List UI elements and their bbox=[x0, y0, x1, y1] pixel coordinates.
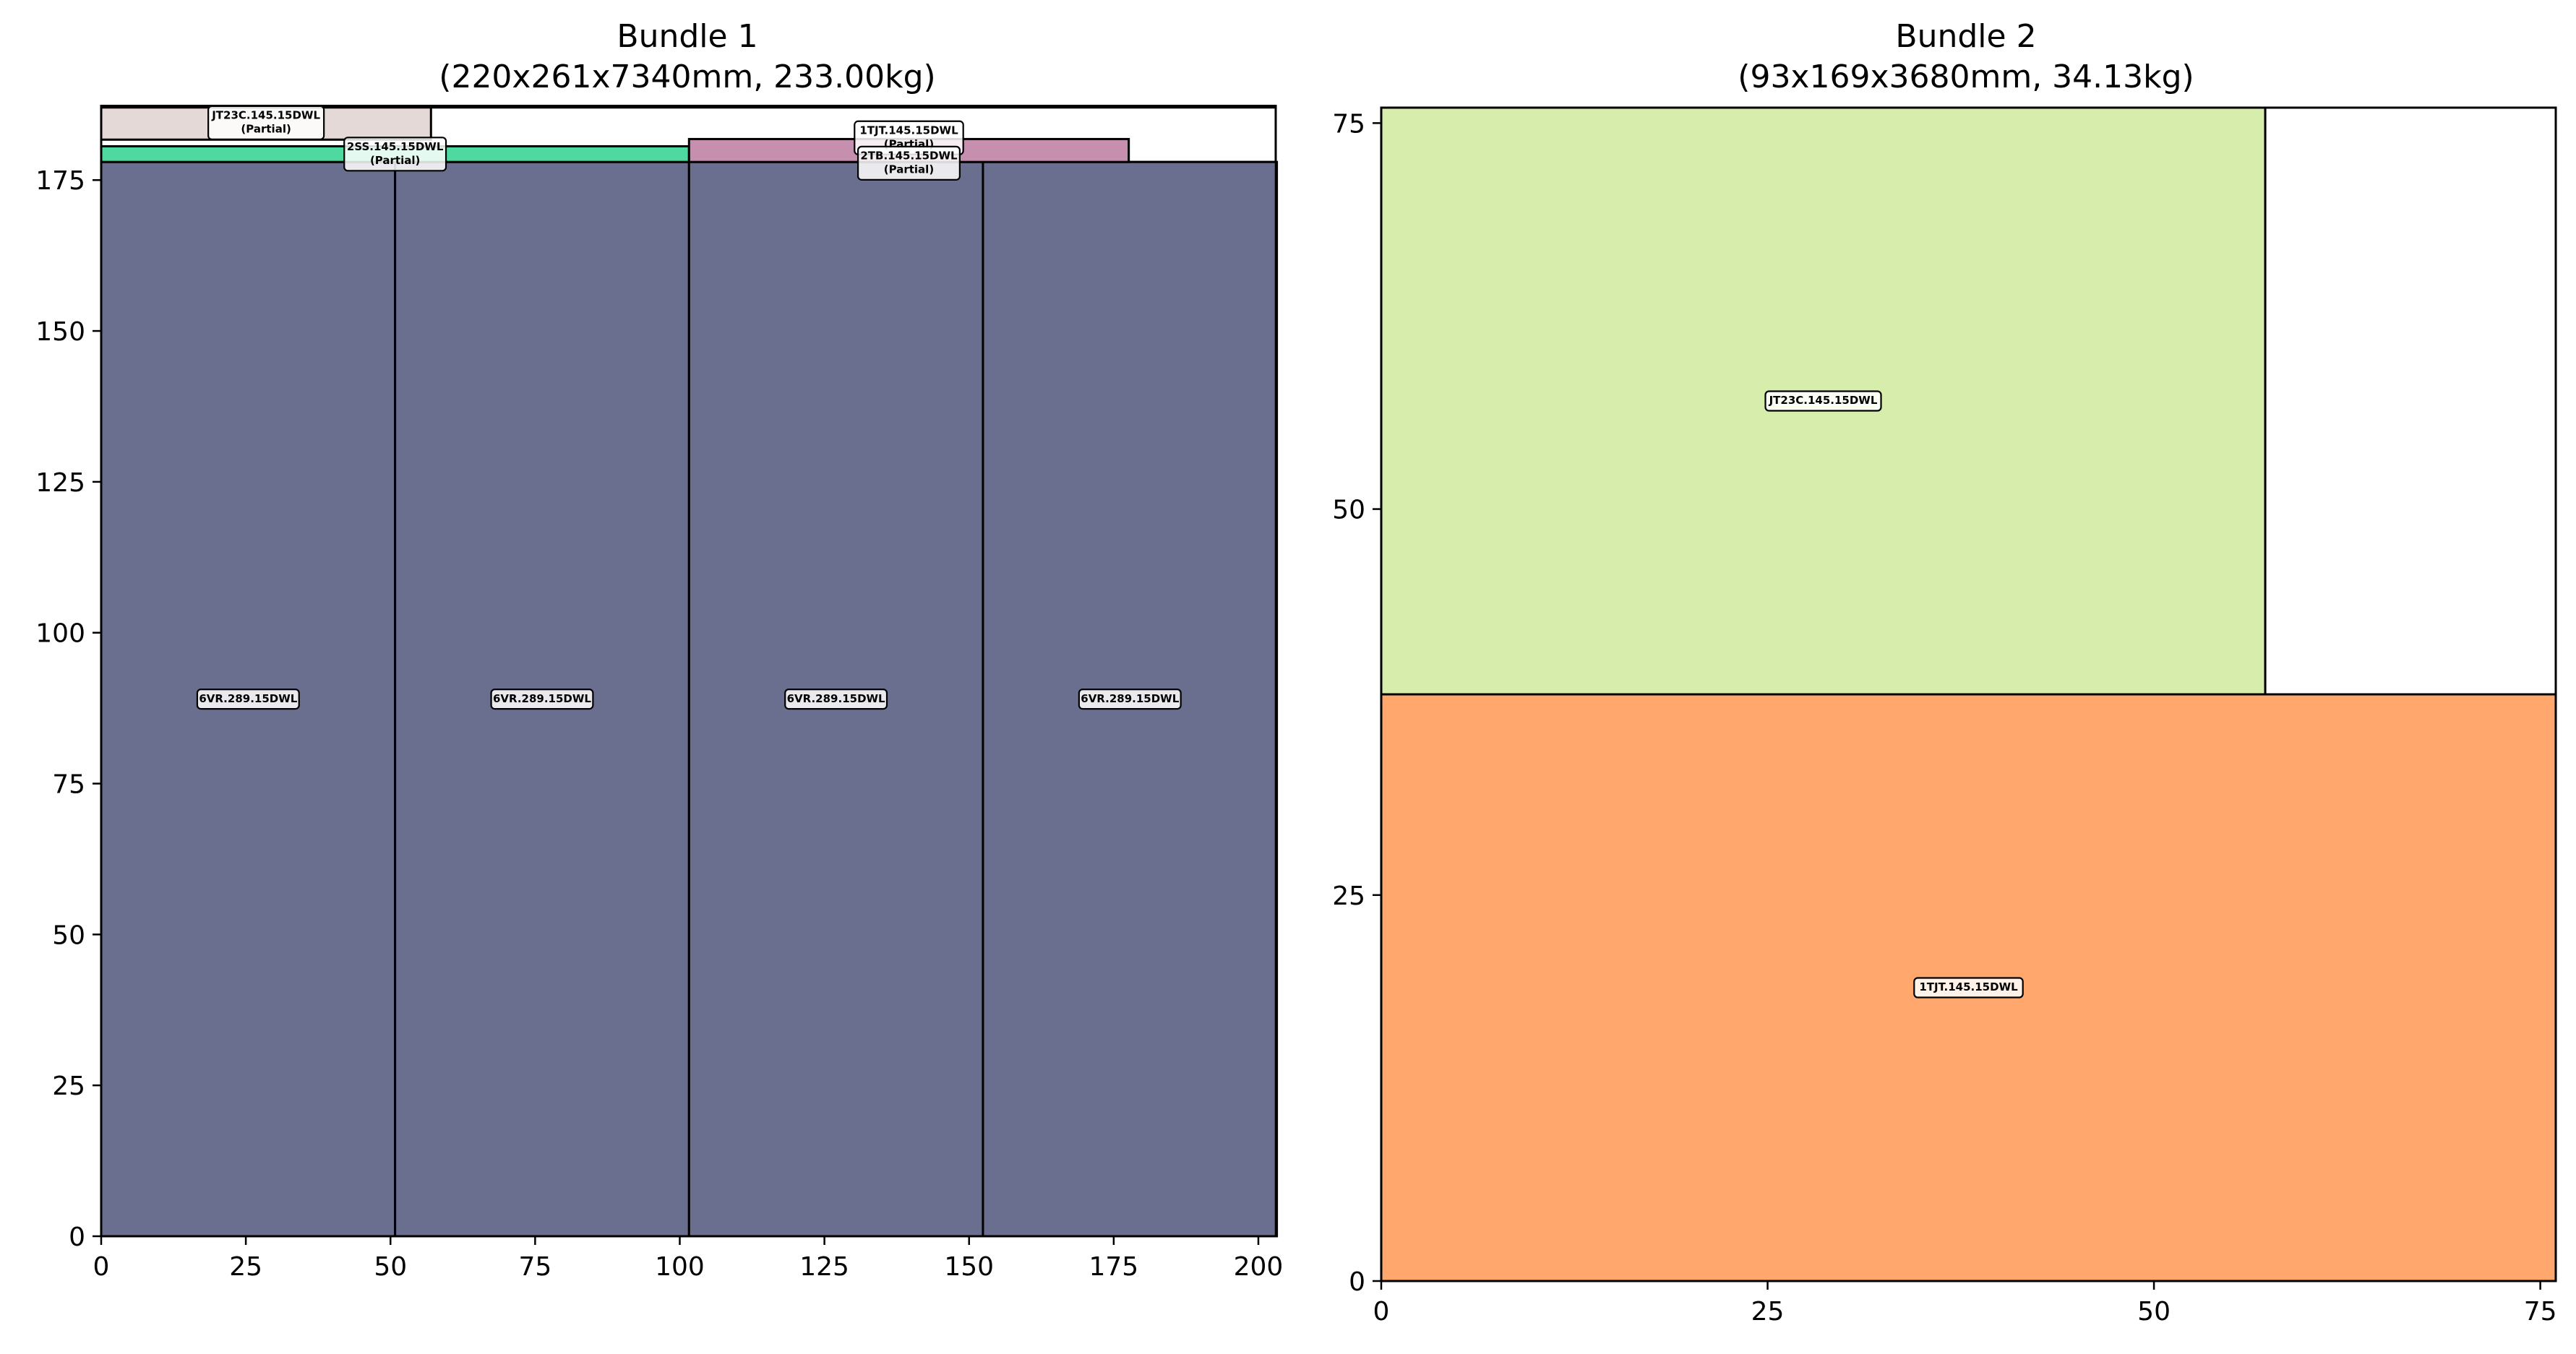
bundle-1-item-label-box-7 bbox=[856, 145, 961, 181]
bundle-1-title: Bundle 1 bbox=[617, 18, 757, 55]
bundle-1-subtitle: (220x261x7340mm, 233.00kg) bbox=[439, 59, 935, 95]
bundle-2-y-tick-label-3: 75 bbox=[1332, 109, 1365, 139]
bundle-2-x-tick-label-0: 0 bbox=[1373, 1297, 1390, 1327]
bundle-1-y-tick-label-2: 50 bbox=[52, 920, 85, 950]
bundle-1-x-tick-label-8: 200 bbox=[1234, 1252, 1284, 1282]
bundle-1-item-label-box-1 bbox=[490, 688, 594, 710]
bundle-1-x-tick-label-0: 0 bbox=[93, 1252, 110, 1282]
bundle-2-axes-frame bbox=[1380, 106, 2557, 1282]
bundle-2-item-label-text-1: JT23C.145.15DWL bbox=[1769, 394, 1878, 407]
bundle-2-x-tick-label-2: 50 bbox=[2137, 1297, 2171, 1327]
bundle-2-y-tick-label-2: 50 bbox=[1332, 496, 1365, 525]
bundle-1-item-label-sub-4: (Partial) bbox=[241, 123, 291, 136]
bundle-2-panel: Bundle 2 (93x169x3680mm, 34.13kg) 0 25 50 7… bbox=[1332, 18, 2556, 1327]
bundle-2-y-tick-label-0: 0 bbox=[1349, 1267, 1365, 1297]
bundle-1-x-tick-label-2: 50 bbox=[374, 1252, 407, 1282]
bundle-1-y-tick-label-4: 100 bbox=[35, 619, 85, 649]
bundle-1-item-label-box-4 bbox=[207, 105, 325, 140]
bundle-1-y-tick-label-7: 175 bbox=[35, 166, 85, 196]
bundle-2-item-label-0: 1TJT.145.15DWL bbox=[1913, 977, 2024, 999]
bundle-1-y-tick-label-6: 150 bbox=[35, 317, 85, 347]
bundle-2-subtitle: (93x169x3680mm, 34.13kg) bbox=[1738, 59, 2194, 95]
bundle-1-x-tick-label-3: 75 bbox=[518, 1252, 551, 1282]
bundle-1-y-tick-label-1: 25 bbox=[52, 1071, 85, 1101]
bundle-2-y-tick-label-1: 25 bbox=[1332, 881, 1365, 911]
bundle-1-item-label-text-3: 6VR.289.15DWL bbox=[1081, 692, 1179, 705]
bundle-1-x-tick-label-5: 125 bbox=[799, 1252, 849, 1282]
bundle-2-x-tick-label-1: 25 bbox=[1751, 1297, 1785, 1327]
bundle-1-x-tick-label-1: 25 bbox=[229, 1252, 262, 1282]
bundle-1-item-label-4: JT23C.145.15DWL(Partial) bbox=[207, 105, 325, 140]
bundle-1-panel: Bundle 1 (220x261x7340mm, 233.00kg) 0 25 5… bbox=[35, 18, 1283, 1282]
bundle-1-item-label-text-0: 6VR.289.15DWL bbox=[199, 692, 297, 705]
bundle-1-item-label-sub-7: (Partial) bbox=[884, 163, 934, 176]
bundle-1-y-tick-label-0: 0 bbox=[69, 1223, 85, 1252]
bundle-1-y-tick-label-5: 125 bbox=[35, 468, 85, 498]
bundle-1-x-tick-label-7: 175 bbox=[1089, 1252, 1139, 1282]
bundle-1-item-label-text-7: 2TB.145.15DWL bbox=[860, 150, 958, 163]
bundle-2-x-tick-label-3: 75 bbox=[2524, 1297, 2557, 1327]
bundle-1-item-label-box-5 bbox=[343, 137, 447, 172]
bundle-1-item-label-text-6: 1TJT.145.15DWL bbox=[859, 124, 958, 137]
bundle-1-item-label-box-3 bbox=[1078, 688, 1182, 710]
bundle-1-item-label-2: 6VR.289.15DWL bbox=[784, 688, 888, 710]
bundle-1-item-label-5: 2SS.145.15DWL(Partial) bbox=[343, 137, 447, 172]
bundle-1-item-label-box-0 bbox=[196, 688, 300, 710]
bundle-1-y-tick-label-3: 75 bbox=[52, 770, 85, 800]
bundle-2-title: Bundle 2 bbox=[1895, 18, 2036, 55]
bundle-2-item-label-text-0: 1TJT.145.15DWL bbox=[1919, 980, 2018, 993]
bundle-2-item-label-box-0 bbox=[1913, 977, 2024, 999]
bundle-1-item-label-text-1: 6VR.289.15DWL bbox=[493, 692, 591, 705]
bundle-1-axes-frame bbox=[100, 106, 1277, 1238]
bundle-2-item-label-1: JT23C.145.15DWL bbox=[1764, 390, 1882, 412]
bundle-1-item-label-0: 6VR.289.15DWL bbox=[196, 688, 300, 710]
bundle-1-item-label-text-2: 6VR.289.15DWL bbox=[787, 692, 885, 705]
bundle-1-item-label-text-5: 2SS.145.15DWL bbox=[347, 140, 444, 153]
bundle-1-item-label-1: 6VR.289.15DWL bbox=[490, 688, 594, 710]
bundle-1-item-label-3: 6VR.289.15DWL bbox=[1078, 688, 1182, 710]
bundle-1-item-label-box-2 bbox=[784, 688, 888, 710]
bundle-1-item-label-sub-5: (Partial) bbox=[370, 154, 420, 167]
bundle-1-item-label-7: 2TB.145.15DWL(Partial) bbox=[856, 145, 961, 181]
bundle-1-x-tick-label-4: 100 bbox=[655, 1252, 705, 1282]
bundle-1-item-label-text-4: JT23C.145.15DWL bbox=[211, 109, 320, 122]
bundle-1-x-tick-label-6: 150 bbox=[944, 1252, 994, 1282]
bundle-2-item-label-box-1 bbox=[1764, 390, 1882, 412]
